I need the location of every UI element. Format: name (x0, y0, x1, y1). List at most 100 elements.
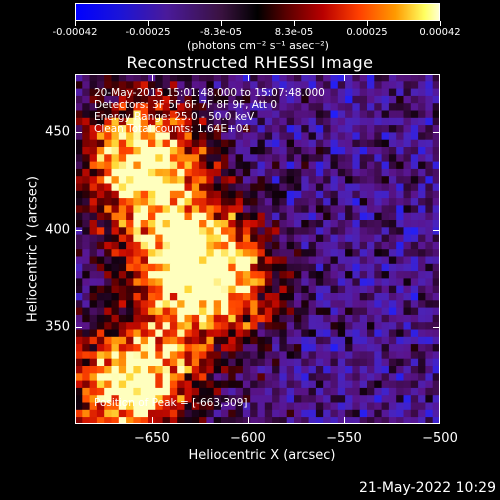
heatmap-cell (308, 132, 317, 141)
heatmap-cell (367, 110, 375, 119)
heatmap-cell (308, 183, 317, 192)
heatmap-cell (199, 329, 207, 338)
heatmap-cell (410, 212, 419, 221)
heatmap-cell (257, 344, 266, 352)
heatmap-cell (118, 300, 127, 308)
heatmap-cell (162, 198, 171, 206)
heatmap-cell (89, 81, 98, 89)
heatmap-cell (286, 176, 295, 184)
heatmap-cell (308, 351, 317, 360)
heatmap-cell (308, 380, 317, 389)
heatmap-cell (345, 417, 353, 424)
heatmap-cell (206, 373, 215, 381)
heatmap-cell (381, 409, 390, 418)
heatmap-cell (126, 293, 134, 301)
heatmap-cell (352, 358, 361, 367)
heatmap-cell (89, 285, 98, 294)
heatmap-cell (264, 322, 273, 330)
heatmap-cell (432, 190, 440, 199)
heatmap-cell (140, 256, 149, 265)
heatmap-cell (345, 88, 353, 97)
heatmap-cell (221, 256, 229, 265)
heatmap-cell (191, 358, 200, 367)
heatmap-cell (301, 322, 309, 330)
heatmap-cell (279, 212, 288, 221)
heatmap-cell (221, 417, 229, 424)
heatmap-cell (96, 300, 105, 308)
heatmap-cell (315, 358, 324, 367)
heatmap-cell (228, 110, 236, 119)
heatmap-cell (388, 417, 397, 424)
heatmap-cell (184, 147, 193, 155)
heatmap-cell (345, 212, 353, 221)
heatmap-cell (199, 241, 207, 250)
heatmap-cell (264, 132, 273, 141)
heatmap-cell (257, 351, 266, 360)
heatmap-cell (359, 161, 368, 170)
heatmap-cell (345, 125, 353, 133)
heatmap-cell (301, 417, 309, 424)
heatmap-cell (148, 263, 156, 272)
heatmap-cell (213, 307, 222, 316)
heatmap-cell (235, 132, 244, 141)
heatmap-cell (89, 220, 98, 228)
heatmap-cell (184, 387, 193, 396)
heatmap-cell (345, 81, 353, 89)
heatmap-cell (140, 125, 149, 133)
heatmap-cell (221, 88, 229, 97)
heatmap-cell (279, 395, 288, 403)
heatmap-cell (169, 249, 178, 257)
heatmap-cell (403, 373, 412, 381)
heatmap-cell (345, 358, 353, 367)
heatmap-cell (140, 234, 149, 243)
heatmap-cell (199, 351, 207, 360)
heatmap-cell (75, 88, 83, 97)
heatmap-cell (148, 198, 156, 206)
heatmap-cell (118, 417, 127, 424)
heatmap-cell (432, 285, 440, 294)
heatmap-cell (337, 205, 346, 214)
heatmap-cell (221, 212, 229, 221)
heatmap-cell (264, 278, 273, 287)
heatmap-cell (184, 271, 193, 279)
heatmap-cell (388, 220, 397, 228)
heatmap-cell (206, 387, 215, 396)
heatmap-cell (213, 271, 222, 279)
heatmap-cell (213, 417, 222, 424)
heatmap-cell (75, 198, 83, 206)
heatmap-cell (410, 395, 419, 403)
heatmap-cell (75, 190, 83, 199)
heatmap-cell (418, 387, 426, 396)
heatmap-cell (184, 344, 193, 352)
heatmap-cell (359, 227, 368, 235)
heatmap-cell (264, 366, 273, 374)
heatmap-cell (250, 132, 258, 141)
heatmap-cell (133, 300, 142, 308)
x-tick-label: −500 (422, 431, 458, 446)
heatmap-cell (126, 205, 134, 214)
heatmap-cell (206, 307, 215, 316)
heatmap-cell (82, 278, 90, 287)
heatmap-cell (104, 256, 112, 265)
heatmap-cell (425, 402, 434, 411)
heatmap-cell (432, 147, 440, 155)
heatmap-cell (272, 110, 280, 119)
heatmap-cell (418, 183, 426, 192)
heatmap-cell (155, 125, 163, 133)
heatmap-cell (89, 278, 98, 287)
heatmap-cell (352, 74, 361, 82)
heatmap-cell (206, 212, 215, 221)
heatmap-cell (75, 205, 83, 214)
heatmap-cell (330, 314, 339, 323)
heatmap-cell (257, 212, 266, 221)
heatmap-cell (199, 336, 207, 345)
heatmap-cell (286, 336, 295, 345)
heatmap-cell (155, 81, 163, 89)
heatmap-cell (345, 395, 353, 403)
heatmap-cell (118, 271, 127, 279)
heatmap-cell (191, 132, 200, 141)
heatmap-cell (286, 103, 295, 111)
heatmap-cell (432, 336, 440, 345)
heatmap-cell (184, 125, 193, 133)
heatmap-cell (272, 293, 280, 301)
